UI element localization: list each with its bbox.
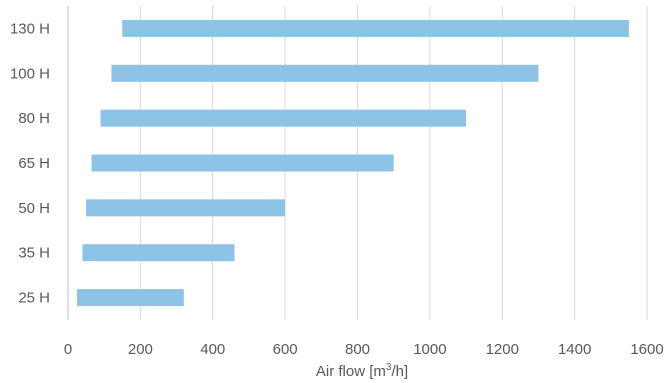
x-tick-200: 200	[128, 341, 153, 358]
bar-layer	[77, 19, 629, 307]
bar-50-h	[86, 199, 286, 217]
category-labels: 130 H 100 H 80 H 65 H 50 H 35 H 25 H	[10, 20, 50, 306]
category-label-25-h: 25 H	[18, 290, 50, 307]
x-tick-labels: 0 200 400 600 800 1000 1200 1400 1600	[64, 341, 664, 358]
bar-35-h	[82, 244, 235, 262]
x-tick-1600: 1600	[630, 341, 663, 358]
category-label-35-h: 35 H	[18, 245, 50, 262]
bar-80-h	[100, 109, 467, 127]
x-tick-1400: 1400	[558, 341, 591, 358]
category-label-50-h: 50 H	[18, 200, 50, 217]
x-axis-title: Air flow [m3/h]	[316, 362, 408, 380]
x-tick-0: 0	[64, 341, 72, 358]
x-tick-800: 800	[345, 341, 370, 358]
category-label-65-h: 65 H	[18, 155, 50, 172]
bar-65-h	[91, 154, 394, 172]
category-label-100-h: 100 H	[10, 65, 50, 82]
grid-layer	[67, 6, 648, 320]
category-label-130-h: 130 H	[10, 20, 50, 37]
x-tick-600: 600	[273, 341, 298, 358]
bar-25-h	[77, 289, 184, 307]
x-tick-400: 400	[200, 341, 225, 358]
category-label-80-h: 80 H	[18, 110, 50, 127]
bar-100-h	[111, 64, 539, 82]
x-tick-1200: 1200	[486, 341, 519, 358]
bar-130-h	[122, 19, 629, 37]
x-tick-1000: 1000	[413, 341, 446, 358]
